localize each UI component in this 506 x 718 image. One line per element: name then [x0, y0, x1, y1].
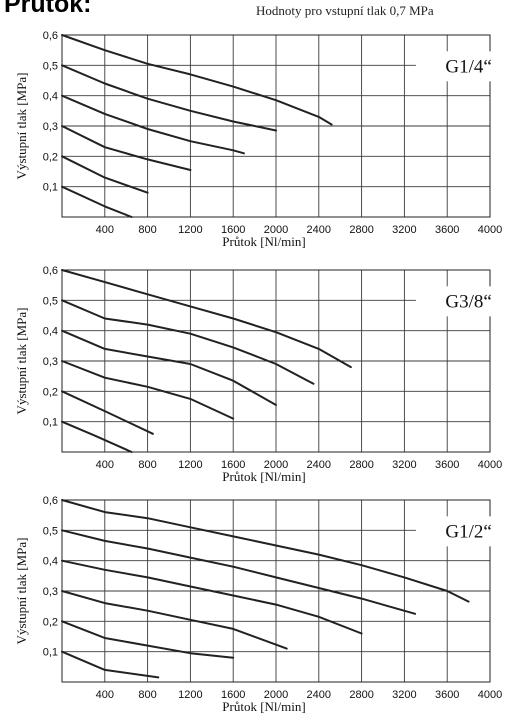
x-tick-label: 2000: [264, 459, 288, 471]
x-tick-label: 2800: [349, 689, 373, 701]
x-tick-label: 4000: [478, 459, 502, 471]
x-tick-label: 800: [138, 224, 156, 236]
y-tick-label: 0,6: [43, 30, 58, 42]
series-line: [61, 64, 277, 132]
x-tick-label: 2000: [264, 689, 288, 701]
y-tick-label: 0,5: [43, 60, 58, 72]
x-tick-label: 2800: [349, 224, 373, 236]
y-tick-label: 0,1: [43, 417, 58, 429]
x-tick-label: 3200: [392, 689, 416, 701]
y-tick-label: 0,3: [43, 586, 58, 598]
series-line: [61, 650, 160, 679]
chart-title: G1/2“: [445, 521, 491, 542]
y-tick-label: 0,6: [43, 495, 58, 507]
series-line: [61, 590, 288, 650]
x-tick-label: 4000: [478, 689, 502, 701]
x-tick-label: 1200: [178, 689, 202, 701]
y-tick-label: 0,1: [43, 182, 58, 194]
chart-title-box: [415, 516, 504, 547]
series-line: [61, 125, 192, 171]
x-tick-label: 2000: [264, 224, 288, 236]
series-line: [61, 620, 235, 659]
x-tick-label: 1600: [221, 224, 245, 236]
x-axis-label: Průtok [Nl/min]: [222, 699, 305, 714]
x-tick-label: 800: [138, 689, 156, 701]
x-tick-label: 2400: [307, 224, 331, 236]
x-tick-label: 1600: [221, 459, 245, 471]
series-line: [61, 420, 133, 453]
chart-title-box: [415, 51, 504, 82]
series-line: [61, 529, 417, 615]
y-axis-label: Výstupní tlak [MPa]: [14, 73, 29, 180]
y-tick-label: 0,4: [43, 556, 58, 568]
y-tick-label: 0,4: [43, 91, 58, 103]
x-tick-label: 1200: [178, 224, 202, 236]
y-tick-label: 0,4: [43, 326, 58, 338]
y-tick-label: 0,2: [43, 151, 58, 163]
series-line: [61, 34, 333, 126]
x-tick-label: 1200: [178, 459, 202, 471]
x-tick-label: 4000: [478, 224, 502, 236]
series-line: [61, 390, 154, 435]
y-tick-label: 0,5: [43, 295, 58, 307]
x-tick-label: 3600: [435, 224, 459, 236]
y-tick-label: 0,2: [43, 386, 58, 398]
x-axis-label: Průtok [Nl/min]: [222, 469, 305, 484]
series-line: [61, 299, 315, 385]
x-tick-label: 800: [138, 459, 156, 471]
series-line: [61, 185, 133, 218]
x-tick-label: 400: [96, 224, 114, 236]
x-tick-label: 3600: [435, 459, 459, 471]
series-line: [61, 155, 149, 194]
y-axis-label: Výstupní tlak [MPa]: [14, 308, 29, 415]
chart-g12: 400 800 1200 1600 2000 2400 2800 3200 3600 4000 0,…: [14, 495, 504, 714]
series-line: [61, 329, 277, 406]
series-line: [61, 360, 235, 420]
series-line: [61, 499, 470, 603]
y-tick-label: 0,2: [43, 616, 58, 628]
y-axis-label: Výstupní tlak [MPa]: [14, 538, 29, 645]
chart-g38: 400 800 1200 1600 2000 2400 2800 3200 3600 4000 0,…: [14, 265, 504, 484]
x-tick-label: 3200: [392, 459, 416, 471]
x-tick-label: 2400: [307, 459, 331, 471]
x-tick-label: 3600: [435, 689, 459, 701]
y-tick-label: 0,5: [43, 525, 58, 537]
y-tick-label: 0,6: [43, 265, 58, 277]
x-tick-label: 400: [96, 459, 114, 471]
series-line: [61, 94, 245, 155]
page-note: Hodnoty pro vstupní tlak 0,7 MPa: [256, 3, 434, 18]
chart-g14: 400 800 1200 1600 2000 2400 2800 3200 3600 4000 0,…: [14, 30, 504, 249]
chart-title-box: [415, 286, 504, 317]
x-tick-label: 1600: [221, 689, 245, 701]
series-line: [61, 559, 363, 635]
x-tick-label: 2400: [307, 689, 331, 701]
x-tick-label: 400: [96, 689, 114, 701]
page-title: Průtok:: [4, 0, 92, 18]
chart-title: G1/4“: [445, 56, 491, 77]
series-line: [61, 269, 352, 369]
x-tick-label: 3200: [392, 224, 416, 236]
y-tick-label: 0,3: [43, 356, 58, 368]
chart-title: G3/8“: [445, 291, 491, 312]
y-tick-label: 0,3: [43, 121, 58, 133]
y-tick-label: 0,1: [43, 647, 58, 659]
x-axis-label: Průtok [Nl/min]: [222, 234, 305, 249]
x-tick-label: 2800: [349, 459, 373, 471]
